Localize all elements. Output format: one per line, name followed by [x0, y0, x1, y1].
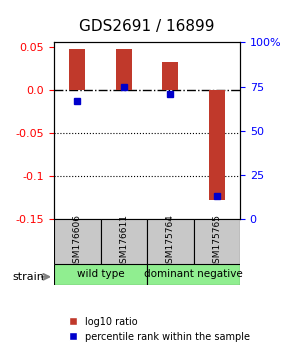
- FancyBboxPatch shape: [147, 219, 194, 264]
- FancyBboxPatch shape: [54, 219, 100, 264]
- Text: GSM176611: GSM176611: [119, 214, 128, 269]
- FancyBboxPatch shape: [194, 219, 240, 264]
- Bar: [162, 62, 178, 90]
- FancyBboxPatch shape: [54, 264, 147, 285]
- Bar: [116, 48, 132, 90]
- Text: dominant negative: dominant negative: [144, 269, 243, 279]
- Text: strain: strain: [12, 272, 44, 282]
- Bar: [208, 90, 225, 200]
- Text: wild type: wild type: [77, 269, 124, 279]
- FancyBboxPatch shape: [147, 264, 240, 285]
- FancyBboxPatch shape: [100, 219, 147, 264]
- Bar: [69, 48, 85, 90]
- Legend: log10 ratio, percentile rank within the sample: log10 ratio, percentile rank within the …: [64, 313, 254, 346]
- Text: GSM175765: GSM175765: [212, 214, 221, 269]
- Text: GSM176606: GSM176606: [73, 214, 82, 269]
- Text: GSM175764: GSM175764: [166, 214, 175, 269]
- Text: GDS2691 / 16899: GDS2691 / 16899: [79, 19, 215, 34]
